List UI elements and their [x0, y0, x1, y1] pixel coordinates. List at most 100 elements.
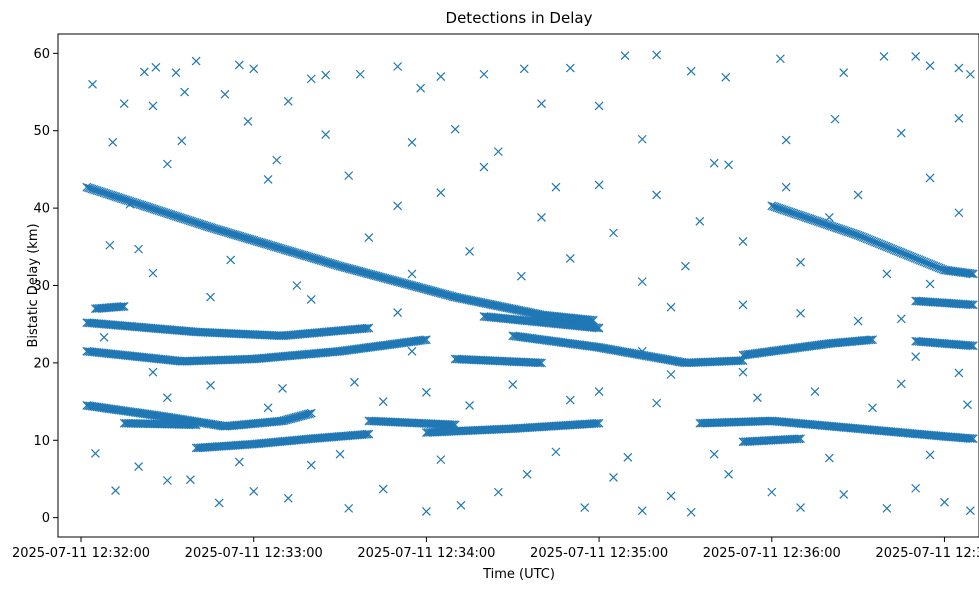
track-point: [431, 287, 441, 297]
track-point: [400, 279, 410, 289]
data-point: [954, 368, 964, 378]
track-point: [383, 274, 393, 284]
track-point: [404, 280, 414, 290]
track-point: [488, 300, 498, 310]
data-point: [508, 380, 518, 389]
track-point: [592, 418, 602, 428]
data-point: [283, 493, 293, 503]
track-point: [421, 284, 431, 294]
data-point: [436, 72, 446, 81]
track-point: [416, 283, 426, 293]
x-axis: 2025-07-11 12:32:00 2025-07-11 12:33:00 20…: [12, 537, 979, 561]
x-axis-title: Time (UTC): [482, 567, 555, 582]
data-point: [465, 401, 474, 410]
track-point: [351, 265, 360, 275]
data-point: [954, 63, 964, 73]
data-point: [105, 240, 115, 250]
data-point: [479, 162, 489, 172]
x-tick-label: 2025-07-11 12:32:00: [12, 546, 150, 561]
track-point: [375, 272, 385, 282]
data-point: [522, 469, 532, 479]
track-point: [965, 300, 975, 310]
data-point: [162, 393, 172, 403]
track-point: [423, 285, 433, 295]
data-point: [965, 69, 975, 79]
data-point: [594, 101, 604, 111]
track-point: [116, 302, 126, 312]
track-point: [478, 298, 488, 308]
data-point: [824, 212, 834, 222]
track-point: [506, 304, 515, 313]
data-point: [853, 190, 863, 200]
track-point: [437, 288, 446, 298]
track-point: [278, 416, 287, 426]
data-point: [171, 68, 181, 78]
data-point: [637, 134, 647, 144]
x-tick-label: 2025-07-11 12:33:00: [185, 546, 323, 561]
track-point: [283, 415, 292, 424]
track-point: [206, 223, 215, 232]
track-point: [473, 297, 483, 307]
track-point: [509, 304, 519, 314]
data-point: [954, 113, 964, 123]
data-point: [565, 63, 575, 73]
data-point: [721, 72, 731, 82]
track-point: [500, 303, 510, 312]
track-point: [938, 264, 948, 274]
data-point: [796, 257, 805, 267]
track-point: [426, 286, 436, 296]
track-point: [447, 291, 457, 301]
track-point: [286, 414, 296, 424]
y-tick-label: 30: [33, 279, 50, 294]
track-point: [380, 273, 390, 283]
track-point: [333, 261, 343, 271]
track-point: [387, 275, 397, 285]
track-point: [399, 278, 409, 288]
data-point: [839, 490, 849, 499]
data-point: [111, 486, 120, 495]
track-point: [968, 341, 978, 351]
track-point: [483, 299, 493, 309]
data-point: [90, 449, 100, 458]
track-point: [794, 434, 804, 444]
data-point: [479, 69, 489, 79]
data-point: [925, 279, 935, 289]
data-point: [407, 346, 417, 356]
track-point: [188, 420, 198, 430]
data-point: [781, 135, 791, 145]
track-point: [409, 281, 419, 291]
data-point: [191, 56, 201, 66]
data-point: [879, 52, 889, 61]
data-point: [781, 182, 791, 192]
data-point: [551, 182, 561, 192]
data-point: [709, 449, 719, 459]
data-point: [450, 124, 460, 134]
data-point: [226, 255, 236, 265]
track-point: [407, 281, 417, 290]
track-point: [339, 262, 348, 272]
data-point: [839, 68, 849, 78]
data-point: [148, 268, 158, 278]
data-point: [393, 62, 403, 71]
track-point: [443, 290, 453, 300]
track-point: [461, 294, 470, 304]
track-point: [362, 323, 372, 333]
data-point: [652, 190, 662, 200]
data-point: [220, 89, 230, 99]
data-point: [393, 201, 403, 211]
track-point: [397, 278, 407, 288]
data-point: [609, 228, 618, 238]
track-point: [390, 276, 400, 286]
track-point: [591, 419, 601, 428]
track-point: [516, 306, 526, 316]
data-point: [350, 377, 359, 387]
track-point: [356, 267, 366, 277]
track-point: [481, 299, 491, 308]
data-point: [911, 483, 921, 493]
data-point: [234, 457, 244, 467]
track-point: [279, 416, 289, 425]
data-point: [306, 295, 316, 304]
track-point: [468, 296, 477, 306]
data-point: [724, 469, 734, 479]
y-tick-label: 20: [33, 356, 50, 371]
